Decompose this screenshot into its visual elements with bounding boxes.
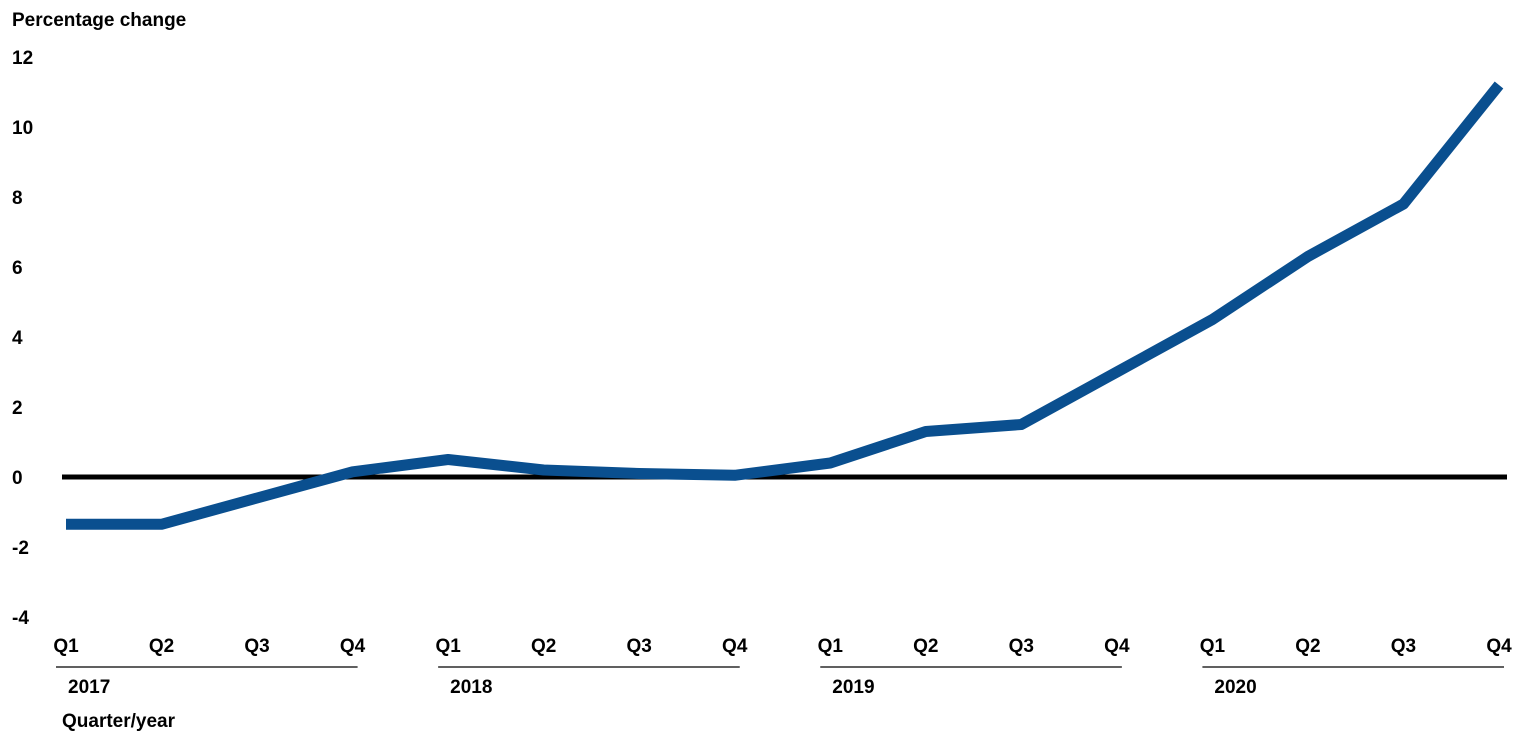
x-tick-label: Q4 — [1104, 636, 1130, 657]
x-tick-label: Q1 — [435, 636, 461, 657]
y-tick-label: 0 — [12, 468, 23, 489]
year-label: 2019 — [832, 677, 874, 698]
year-label: 2018 — [450, 677, 492, 698]
year-label: 2020 — [1214, 677, 1256, 698]
x-tick-label: Q3 — [244, 636, 269, 657]
x-tick-labels: Q1 Q2 Q3 Q4 Q1 Q2 Q3 Q4 Q1 Q2 Q3 Q4 Q1 Q2 Q3 Q4 — [53, 636, 1512, 657]
x-tick-label: Q4 — [1486, 636, 1512, 657]
y-tick-label: 8 — [12, 188, 23, 209]
y-tick-label: 10 — [12, 118, 33, 139]
y-tick-labels: 12 10 8 6 4 2 0 -2 -4 — [12, 48, 33, 629]
x-tick-label: Q1 — [818, 636, 844, 657]
y-tick-label: -2 — [12, 538, 29, 559]
y-tick-label: 2 — [12, 398, 23, 419]
x-tick-label: Q3 — [1391, 636, 1416, 657]
x-tick-label: Q2 — [531, 636, 556, 657]
y-tick-label: 6 — [12, 258, 23, 279]
y-tick-label: 4 — [12, 328, 23, 349]
x-tick-label: Q2 — [149, 636, 174, 657]
x-tick-label: Q2 — [1295, 636, 1320, 657]
x-tick-label: Q4 — [722, 636, 748, 657]
x-axis-title: Quarter/year — [62, 711, 176, 732]
x-tick-label: Q1 — [1200, 636, 1226, 657]
x-tick-label: Q1 — [53, 636, 79, 657]
series-line — [66, 81, 1504, 530]
x-tick-label: Q3 — [1009, 636, 1034, 657]
year-label: 2017 — [68, 677, 110, 698]
y-tick-label: 12 — [12, 48, 33, 69]
y-axis-title: Percentage change — [12, 10, 186, 31]
year-groups: 2017 2018 2019 2020 — [56, 666, 1504, 698]
x-tick-label: Q2 — [913, 636, 938, 657]
x-tick-label: Q3 — [627, 636, 652, 657]
y-tick-label: -4 — [12, 608, 29, 629]
x-tick-label: Q4 — [340, 636, 366, 657]
